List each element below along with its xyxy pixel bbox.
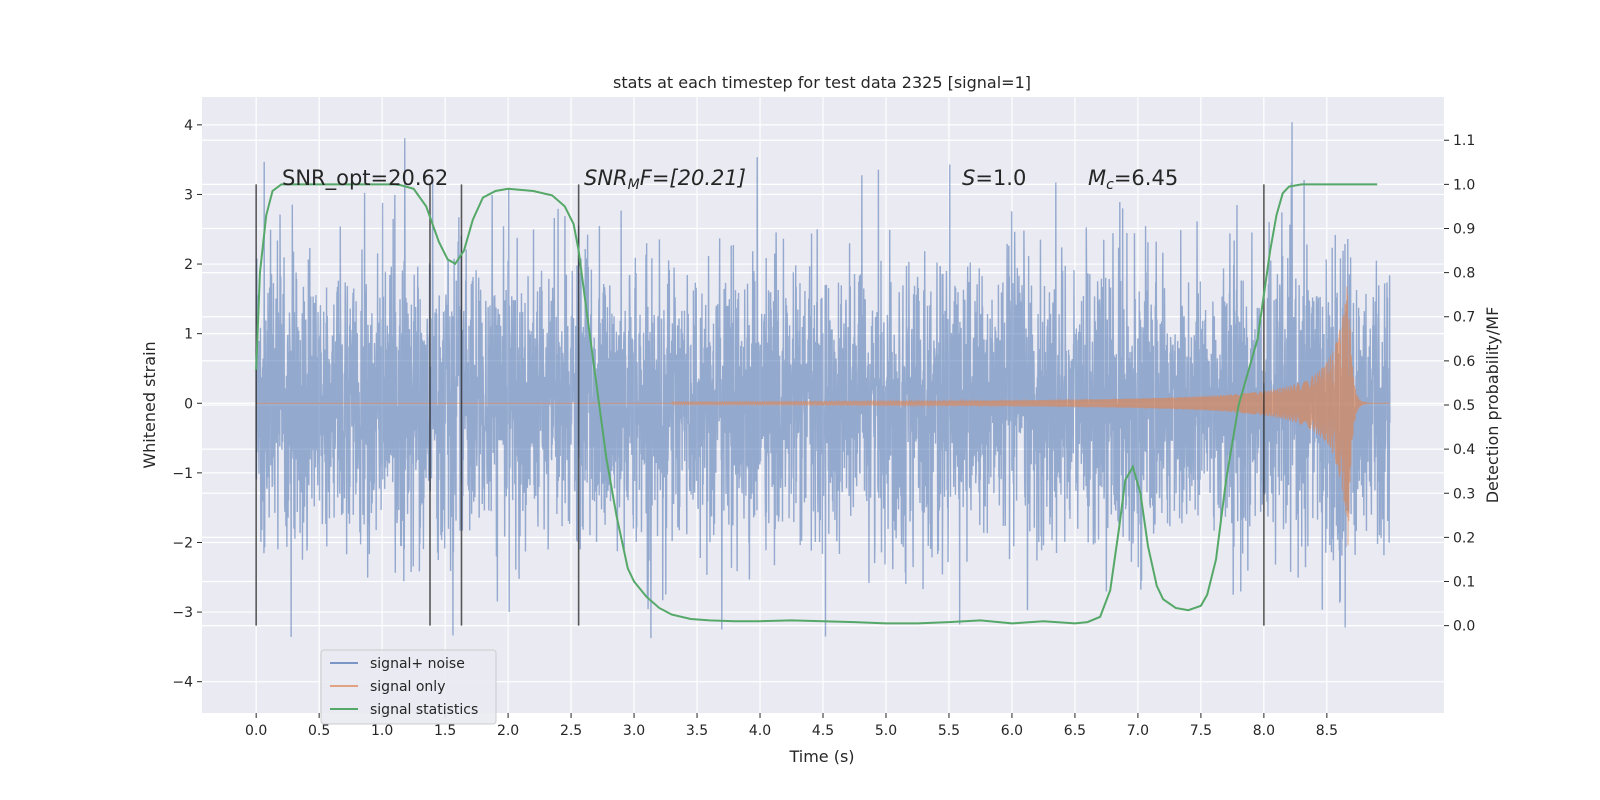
chart-title: stats at each timestep for test data 232… [613,73,1031,92]
x-tick-label: 8.0 [1253,723,1275,739]
x-tick-label: 0.5 [308,723,330,739]
x-tick-label: 7.0 [1127,723,1149,739]
x-tick-label: 1.5 [434,723,456,739]
annotation-snr-mf: SNRMF=[20.21] [584,166,746,193]
y-tick-label: −1 [172,466,193,482]
legend-box [320,649,497,725]
x-tick-label: 4.0 [749,723,771,739]
right-tick-label: 1.1 [1453,133,1475,149]
right-tick-label: 0.0 [1453,619,1475,635]
right-tick-label: 0.8 [1453,266,1475,282]
x-tick-label: 8.5 [1316,723,1338,739]
annotation-s-rest: =1.0 [975,166,1026,190]
right-tick-label: 0.3 [1453,486,1475,502]
annotation-snr-mf-sub: M [628,177,640,193]
annotation-s: S=1.0 [962,166,1026,190]
right-tick-label: 0.1 [1453,575,1475,591]
x-tick-label: 1.0 [371,723,393,739]
series-signal-only [256,286,1390,546]
x-tick-label: 6.0 [1001,723,1023,739]
right-tick-label: 0.7 [1453,310,1475,326]
legend-label-signal-statistics: signal statistics [370,702,478,718]
x-tick-label: 3.0 [623,723,645,739]
x-tick-label: 4.5 [812,723,834,739]
legend: signal+ noise signal only signal statist… [320,649,497,725]
y-tick-label: −2 [172,535,193,551]
right-axis-ticks: 0.0 0.1 0.2 0.3 0.4 0.5 0.6 0.7 0.8 0.9 1.0 1.1 [1444,133,1475,635]
legend-label-signal-only: signal only [370,679,445,695]
right-tick-label: 0.9 [1453,221,1475,237]
right-tick-label: 0.6 [1453,354,1475,370]
x-axis-ticks: 0.0 0.5 1.0 1.5 2.0 2.5 3.0 3.5 4.0 4.5 5.0 5.5 6.0 6… [245,713,1338,739]
annotation-snr-mf-rest: F=[20.21] [640,166,746,190]
annotation-snr-opt: SNR_opt=20.62 [282,166,448,191]
y-axis-title: Whitened strain [140,341,159,468]
x-tick-label: 3.5 [686,723,708,739]
y-tick-label: −3 [172,605,193,621]
y-tick-label: 3 [184,187,193,203]
right-axis-title: Detection probability/MF [1483,307,1502,504]
annotation-mc-rest: =6.45 [1114,166,1178,190]
right-tick-label: 0.2 [1453,530,1475,546]
right-tick-label: 0.4 [1453,442,1475,458]
annotation-mc-base: M [1088,166,1106,190]
right-tick-label: 0.5 [1453,398,1475,414]
annotation-snr-mf-base: SNR [584,166,628,190]
annotation-mc: Mc=6.45 [1088,166,1178,193]
y-tick-label: 2 [184,257,193,273]
right-tick-label: 1.0 [1453,177,1475,193]
x-tick-label: 5.5 [938,723,960,739]
y-tick-label: 1 [184,327,193,343]
series-signal-statistics [255,183,1378,625]
series-signal-noise [255,122,1391,639]
x-tick-label: 2.0 [497,723,519,739]
y-tick-label: 0 [184,396,193,412]
y-tick-label: −4 [172,675,193,691]
x-tick-label: 0.0 [245,723,267,739]
annotation-mc-sub: c [1106,177,1114,193]
x-tick-label: 2.5 [560,723,582,739]
annotation-s-base: S [962,166,975,190]
y-axis-ticks: −4 −3 −2 −1 0 1 2 3 4 [172,118,202,691]
x-axis-title: Time (s) [788,747,854,766]
x-tick-label: 5.0 [875,723,897,739]
x-tick-label: 6.5 [1064,723,1086,739]
y-tick-label: 4 [184,118,193,134]
legend-label-signal-noise: signal+ noise [370,656,465,672]
x-tick-label: 7.5 [1190,723,1212,739]
plot-layer [255,122,1391,639]
